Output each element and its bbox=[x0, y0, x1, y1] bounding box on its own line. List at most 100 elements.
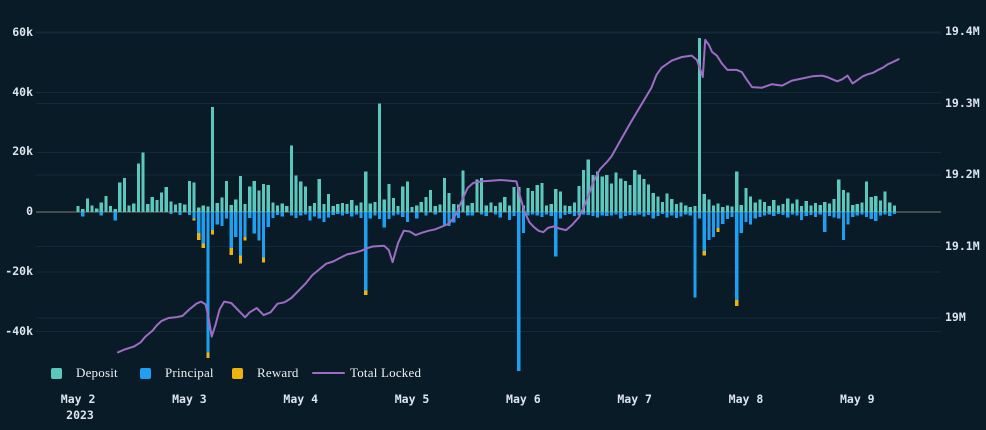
principal-bar bbox=[623, 212, 627, 217]
deposit-bar bbox=[772, 199, 776, 212]
reward-bar bbox=[238, 255, 243, 264]
reward-bar bbox=[716, 228, 720, 232]
principal-bar bbox=[456, 212, 461, 218]
deposit-bar bbox=[461, 170, 465, 212]
principal-bar bbox=[373, 212, 377, 216]
principal-bar bbox=[206, 212, 210, 353]
principal-bar bbox=[670, 212, 674, 216]
principal-bar bbox=[711, 212, 716, 238]
principal-bar bbox=[81, 212, 85, 217]
principal-bar bbox=[433, 212, 437, 215]
deposit-bar bbox=[535, 185, 539, 212]
reward-bar bbox=[364, 290, 368, 296]
principal-bar bbox=[262, 212, 266, 258]
deposit-bar bbox=[493, 206, 498, 212]
principal-bar bbox=[767, 212, 771, 215]
principal-bar bbox=[266, 212, 270, 227]
principal-bar bbox=[874, 212, 878, 221]
principal-bar bbox=[628, 212, 632, 215]
deposit-bar bbox=[136, 163, 140, 212]
deposit-bar bbox=[192, 182, 196, 212]
principal-bar bbox=[359, 212, 363, 218]
deposit-bar bbox=[104, 195, 108, 212]
deposit-bar bbox=[475, 179, 479, 212]
principal-bar bbox=[563, 212, 567, 215]
deposit-bar bbox=[507, 205, 512, 212]
deposit-bar bbox=[725, 205, 730, 212]
principal-bar bbox=[303, 212, 307, 215]
deposit-bar bbox=[164, 186, 168, 212]
principal-bar bbox=[424, 212, 428, 216]
legend-item-deposit[interactable]: Deposit bbox=[51, 365, 118, 381]
deposit-bar bbox=[484, 205, 488, 212]
deposit-bar bbox=[688, 207, 692, 212]
reward-legend-swatch-icon bbox=[232, 367, 243, 379]
deposit-bar bbox=[614, 172, 618, 212]
deposit-bar bbox=[860, 202, 864, 212]
deposit-bar bbox=[823, 201, 827, 212]
principal-bar bbox=[582, 212, 586, 215]
deposit-bar bbox=[684, 205, 688, 212]
principal-bar bbox=[396, 212, 400, 215]
principal-bar bbox=[322, 212, 326, 222]
y-left-tick-label: 40k bbox=[12, 84, 33, 99]
legend-item-reward[interactable]: Reward bbox=[232, 365, 299, 381]
principal-bar bbox=[480, 212, 484, 215]
principal-bar bbox=[113, 212, 117, 221]
deposit-bar bbox=[730, 206, 734, 212]
principal-bar bbox=[391, 212, 396, 216]
principal-bar bbox=[308, 212, 312, 221]
deposit-bar bbox=[762, 201, 767, 212]
deposit-bar bbox=[874, 195, 878, 212]
x-tick-label: May 5 bbox=[394, 392, 430, 406]
principal-bar bbox=[484, 212, 488, 217]
principal-bar bbox=[466, 212, 470, 216]
deposit-bar bbox=[150, 197, 154, 212]
deposit-bar bbox=[795, 199, 799, 212]
deposit-bar bbox=[173, 204, 178, 212]
principal-bar bbox=[776, 212, 781, 214]
principal-bar bbox=[243, 212, 247, 237]
reward-bar bbox=[229, 247, 233, 255]
deposit-bar bbox=[646, 184, 651, 212]
principal-bar bbox=[614, 212, 618, 215]
legend-item-total-locked[interactable]: Total Locked bbox=[312, 365, 421, 381]
principal-bar bbox=[493, 212, 498, 215]
deposit-bar bbox=[600, 176, 604, 212]
deposit-bar bbox=[387, 183, 391, 212]
reward-bar bbox=[192, 218, 196, 221]
principal-bar bbox=[512, 212, 516, 216]
deposit-bar bbox=[442, 177, 447, 212]
deposit-bar bbox=[238, 175, 243, 212]
deposit-bar bbox=[169, 201, 173, 212]
principal-bar bbox=[201, 212, 205, 244]
deposit-bar bbox=[517, 186, 521, 212]
principal-bar bbox=[730, 212, 734, 217]
deposit-bar bbox=[391, 198, 396, 212]
principal-bar bbox=[688, 212, 692, 216]
principal-bar bbox=[656, 212, 660, 217]
deposit-bar bbox=[544, 205, 549, 212]
reward-bar bbox=[262, 257, 266, 263]
reward-bar bbox=[735, 300, 739, 307]
principal-bar bbox=[633, 212, 637, 216]
deposit-bar bbox=[183, 204, 187, 212]
deposit-bar bbox=[313, 203, 317, 212]
deposit-bar bbox=[266, 185, 270, 212]
principal-bar bbox=[299, 212, 303, 216]
principal-bar bbox=[591, 212, 595, 217]
principal-bar bbox=[572, 212, 576, 216]
deposit-bar bbox=[215, 203, 219, 212]
principal-bar bbox=[869, 212, 873, 220]
deposit-bar bbox=[633, 170, 637, 212]
deposit-bar bbox=[336, 204, 340, 212]
deposit-bar bbox=[146, 204, 150, 212]
principal-bar bbox=[864, 212, 869, 217]
principal-bar bbox=[586, 212, 590, 215]
deposit-bar bbox=[804, 201, 808, 212]
deposit-bar bbox=[452, 204, 456, 212]
principal-bar bbox=[289, 212, 294, 216]
deposit-bar bbox=[132, 203, 136, 212]
legend-item-principal[interactable]: Principal bbox=[140, 365, 214, 381]
